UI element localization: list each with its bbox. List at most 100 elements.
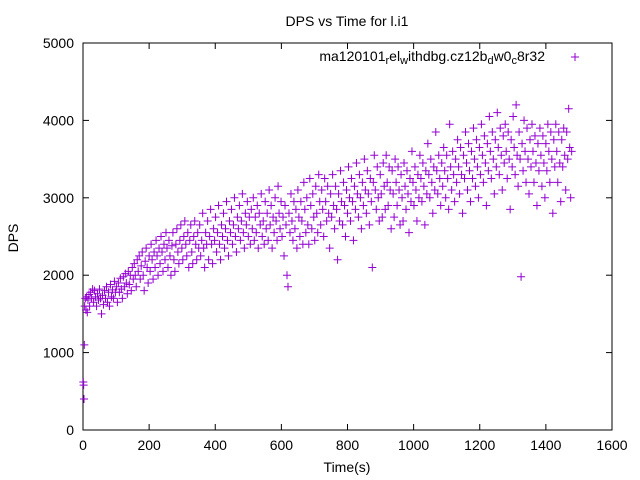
data-point (206, 205, 215, 214)
x-tick-label: 1400 (530, 437, 561, 453)
data-point (222, 197, 231, 206)
data-point (540, 193, 549, 202)
data-point (402, 205, 411, 214)
data-point (147, 240, 156, 249)
data-point (401, 182, 410, 191)
data-point (496, 124, 505, 133)
data-point (342, 186, 351, 195)
data-point (518, 139, 527, 148)
data-point (432, 166, 441, 175)
data-point (296, 197, 305, 206)
data-point (368, 263, 377, 272)
data-point (240, 244, 249, 253)
data-point (249, 193, 258, 202)
data-point (541, 139, 550, 148)
data-point (95, 285, 104, 294)
data-point (469, 124, 478, 133)
data-point (389, 189, 398, 198)
data-point (356, 193, 365, 202)
data-point (408, 178, 417, 187)
data-point (140, 286, 149, 295)
data-point (128, 263, 137, 272)
data-point (304, 240, 313, 249)
data-point (509, 112, 518, 121)
data-point (538, 131, 547, 140)
data-point (109, 294, 118, 303)
data-point (314, 170, 323, 179)
data-point (404, 189, 413, 198)
data-point (189, 232, 198, 241)
data-point (87, 294, 96, 303)
data-point (223, 236, 232, 245)
data-point (449, 170, 458, 179)
data-point (167, 241, 176, 250)
data-point (565, 143, 574, 152)
data-point (287, 217, 296, 226)
data-point (283, 282, 292, 291)
data-point (158, 247, 167, 256)
data-point (218, 232, 227, 241)
data-point (235, 201, 244, 210)
data-point (169, 255, 178, 264)
data-point (80, 340, 89, 349)
data-point (563, 155, 572, 164)
data-point (290, 224, 299, 233)
data-point (415, 151, 424, 160)
data-point (251, 213, 260, 222)
data-point (216, 255, 225, 264)
data-point (79, 395, 88, 404)
data-point (282, 220, 291, 229)
data-point (179, 232, 188, 241)
x-tick-label: 1600 (596, 437, 627, 453)
data-point (172, 224, 181, 233)
data-point (234, 224, 243, 233)
data-point (263, 209, 272, 218)
data-point (153, 251, 162, 260)
data-point (475, 143, 484, 152)
data-point (564, 104, 573, 113)
data-point (236, 236, 245, 245)
data-point (276, 224, 285, 233)
data-point (524, 155, 533, 164)
data-point (404, 228, 413, 237)
data-point (521, 147, 530, 156)
data-point (302, 193, 311, 202)
data-point (459, 151, 468, 160)
data-point (349, 236, 358, 245)
data-point (484, 166, 493, 175)
data-points (79, 100, 576, 404)
data-point (550, 162, 559, 171)
data-point (354, 213, 363, 222)
data-point (371, 186, 380, 195)
data-point (83, 295, 92, 304)
data-point (83, 308, 92, 317)
data-point (426, 155, 435, 164)
data-point (159, 267, 168, 276)
data-point (556, 197, 565, 206)
data-point (419, 182, 428, 191)
data-point (181, 240, 190, 249)
data-point (490, 189, 499, 198)
data-point (151, 263, 160, 272)
data-point (215, 240, 224, 249)
data-point (417, 197, 426, 206)
data-point (177, 244, 186, 253)
data-point (201, 228, 210, 237)
data-point (384, 201, 393, 210)
data-point (105, 302, 114, 311)
data-point (120, 282, 129, 291)
data-point (552, 147, 561, 156)
data-point (522, 178, 531, 187)
y-tick-label: 1000 (43, 345, 74, 361)
data-point (225, 217, 234, 226)
data-point (471, 182, 480, 191)
data-point (310, 236, 319, 245)
data-point (377, 189, 386, 198)
data-point (544, 147, 553, 156)
data-point (198, 209, 207, 218)
data-point (103, 298, 112, 307)
data-point (272, 217, 281, 226)
data-point (292, 244, 301, 253)
data-point (500, 158, 509, 167)
data-point (548, 209, 557, 218)
